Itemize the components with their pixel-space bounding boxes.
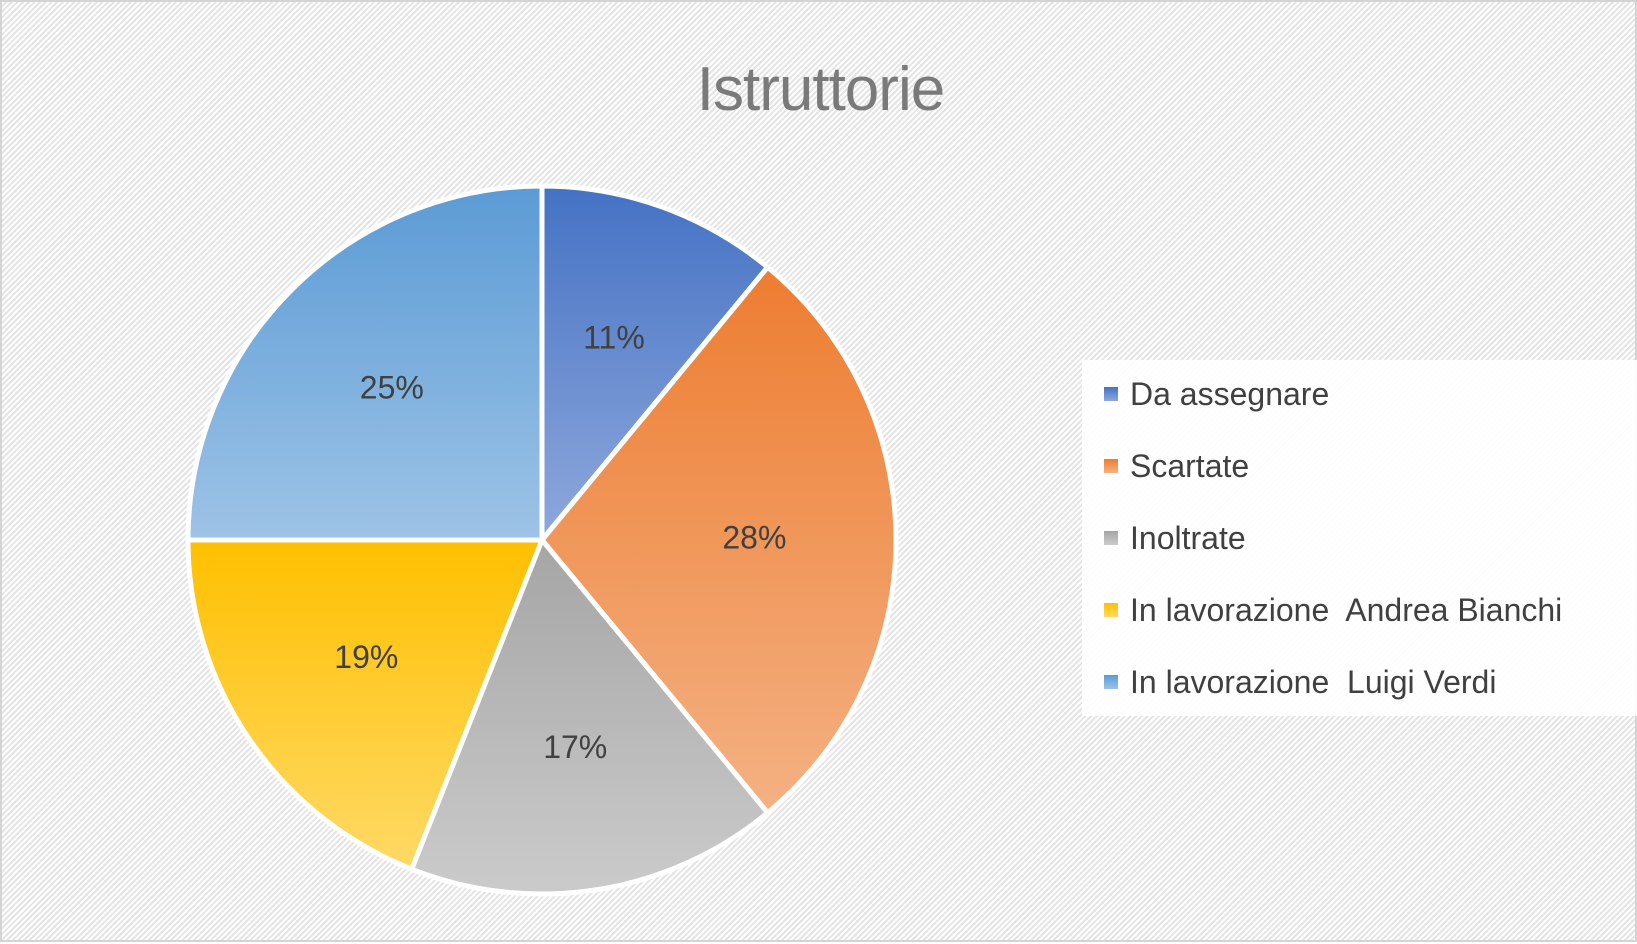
legend-swatch-da-assegnare xyxy=(1104,387,1118,401)
pie-labels: 11% 28% 17% 19% 25% xyxy=(334,320,786,766)
pie-slice-da-assegnare xyxy=(539,183,771,543)
data-label-da-assegnare: 11% xyxy=(583,320,645,356)
pie-slice-scartate xyxy=(539,264,899,816)
pie-slice-in-lavorazione-luigi-verdi xyxy=(185,183,545,543)
legend-swatch-inoltrate xyxy=(1104,531,1118,545)
chart-title: Istruttorie xyxy=(696,55,945,124)
legend-item-scartate: Scartate xyxy=(1104,446,1249,486)
legend-label-da-assegnare: Da assegnare xyxy=(1130,375,1330,412)
data-label-in-lavorazione-andrea-bianchi: 19% xyxy=(334,639,398,675)
legend-item-inoltrate: Inoltrate xyxy=(1104,518,1246,558)
legend-label-in-lavorazione-andrea-bianchi: In lavorazione Andrea Bianchi xyxy=(1130,591,1563,628)
legend-item-da-assegnare: Da assegnare xyxy=(1104,374,1329,414)
data-label-in-lavorazione-luigi-verdi: 25% xyxy=(360,369,424,405)
pie-slices xyxy=(185,183,899,897)
legend-swatch-scartate xyxy=(1104,459,1118,473)
legend-item-in-lavorazione-luigi-verdi: In lavorazione Luigi Verdi xyxy=(1104,662,1496,702)
legend-swatch-in-lavorazione-luigi-verdi xyxy=(1104,675,1118,689)
data-label-scartate: 28% xyxy=(722,519,786,555)
chart-legend: Da assegnare Scartate Inoltrate In lavorazi… xyxy=(1082,360,1637,716)
legend-label-scartate: Scartate xyxy=(1130,447,1250,484)
legend-item-in-lavorazione-andrea-bianchi: In lavorazione Andrea Bianchi xyxy=(1104,590,1562,630)
pie-slice-in-lavorazione-andrea-bianchi xyxy=(185,537,545,872)
legend-label-in-lavorazione-luigi-verdi: In lavorazione Luigi Verdi xyxy=(1130,663,1497,700)
legend-swatch-in-lavorazione-andrea-bianchi xyxy=(1104,603,1118,617)
data-label-inoltrate: 17% xyxy=(543,729,607,765)
pie-slice-inoltrate xyxy=(409,537,771,897)
legend-label-inoltrate: Inoltrate xyxy=(1130,519,1246,556)
